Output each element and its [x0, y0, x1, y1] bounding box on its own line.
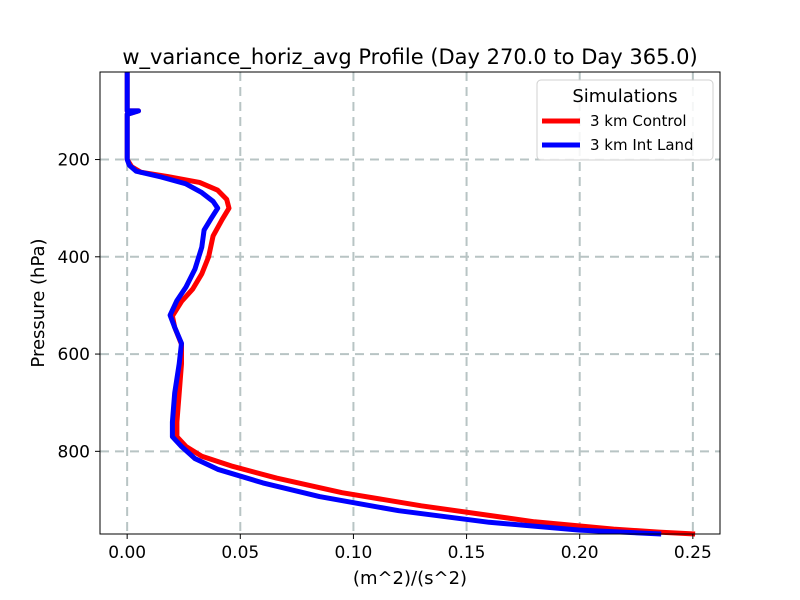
x-axis-label: (m^2)/(s^2): [353, 568, 467, 589]
chart-title: w_variance_horiz_avg Profile (Day 270.0 …: [122, 45, 697, 70]
series-lines: [124, 72, 696, 537]
y-axis-label: Pressure (hPa): [28, 238, 49, 367]
y-tick-label: 400: [58, 248, 90, 268]
series-line-3-km-int-land: [124, 72, 662, 537]
axis-ticks: 0.00 0.05 0.10 0.15 0.20 0.25 200 400 600 800: [58, 151, 712, 563]
x-tick-label: 0.20: [561, 543, 599, 563]
y-tick-label: 800: [58, 442, 90, 462]
legend: Simulations 3 km Control 3 km Int Land: [536, 79, 714, 161]
plot-frame: [99, 71, 721, 535]
legend-label-int-land: 3 km Int Land: [590, 136, 694, 154]
x-tick-label: 0.15: [448, 543, 486, 563]
x-tick-label: 0.05: [221, 543, 259, 563]
x-tick-label: 0.25: [674, 543, 712, 563]
legend-box: [536, 79, 714, 161]
x-tick-label: 0.10: [335, 543, 373, 563]
legend-label-control: 3 km Control: [590, 112, 687, 130]
x-tick-label: 0.00: [108, 543, 146, 563]
y-tick-label: 600: [58, 345, 90, 365]
y-tick-label: 200: [58, 151, 90, 171]
legend-title: Simulations: [572, 86, 677, 107]
